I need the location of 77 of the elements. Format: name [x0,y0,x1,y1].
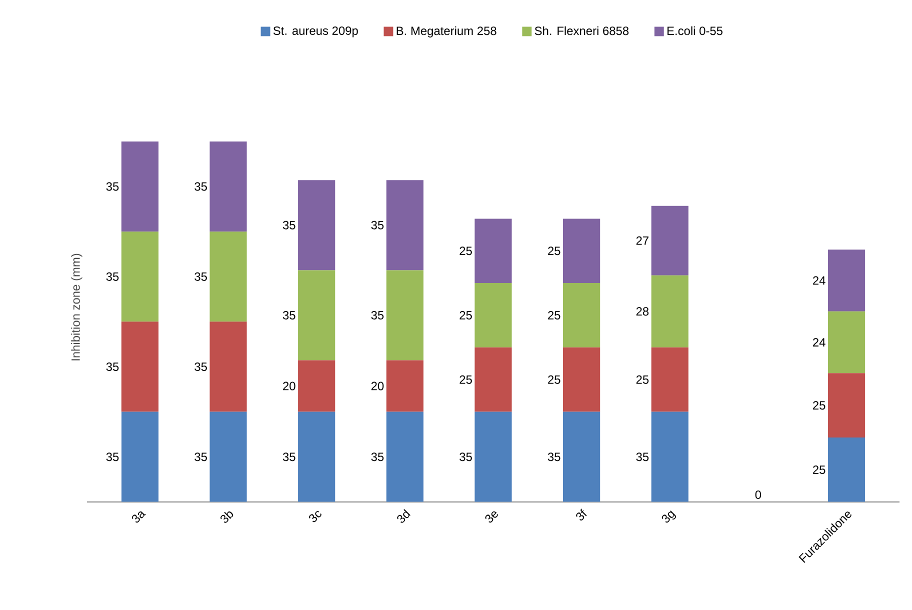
bar [298,360,336,412]
data-label: 25 [636,375,649,384]
data-label: 25 [548,311,560,320]
x-tick-label: 3b [220,511,234,523]
data-label: 35 [194,272,207,281]
bar [563,283,600,348]
data-label: 24 [813,276,826,285]
data-label: 35 [194,452,207,462]
bar [210,322,247,412]
y-axis-title: Inhibition zone (mm) [71,254,82,360]
data-label: 35 [106,452,119,462]
bar [474,283,512,348]
x-tick-label: 3e [485,511,498,523]
data-label: 35 [194,362,207,371]
legend-label: Sh. Flexneri 6858 [534,26,629,36]
bar [121,412,158,502]
bar [121,232,158,322]
data-label: 35 [106,272,119,281]
bar [563,218,600,284]
bar [651,275,688,348]
x-tick-label: 3d [397,509,410,523]
data-label: 35 [282,311,296,320]
bar [386,360,424,412]
data-label: 35 [282,452,296,462]
data-label: 28 [636,307,649,316]
data-label: 20 [283,382,296,390]
bar [474,412,512,502]
bar [828,250,866,312]
legend-label: B. Megaterium 258 [396,26,496,38]
bar [121,322,158,412]
data-label: 35 [106,362,119,371]
x-tick-label: 3g [662,510,676,523]
data-label: 25 [460,375,472,384]
bar [563,347,600,412]
data-label: 35 [636,452,649,462]
legend-label: St. aureus 209p [273,26,358,38]
bar [651,347,688,412]
data-label: 25 [460,311,472,320]
x-tick-label: 3f [576,508,587,520]
bar [474,347,512,412]
bar [210,412,247,502]
data-label: 24 [813,338,826,346]
bar [828,311,866,374]
data-label: 25 [548,246,560,256]
data-label: 0 [755,490,762,499]
legend-label: E.coli 0-55 [668,26,722,36]
bar [210,232,247,322]
data-label: 25 [813,401,826,410]
bar [563,412,600,502]
bar [298,412,336,502]
x-tick-label: 3a [132,511,146,523]
data-label: 25 [548,375,560,384]
bar [386,180,424,270]
bar [651,412,688,502]
bar [386,270,424,360]
data-label: 35 [106,182,119,191]
data-label: 35 [371,311,384,320]
bar [298,270,336,360]
bar [828,438,866,502]
data-label: 27 [636,236,648,245]
bar [298,180,336,270]
data-label: 35 [194,182,207,191]
bar [828,373,866,438]
data-label: 35 [371,452,384,462]
data-label: 35 [548,452,560,462]
data-label: 35 [460,452,472,462]
x-tick-label: 3c [309,511,322,522]
bar [651,206,688,276]
data-label: 35 [371,220,384,230]
bar [210,141,247,232]
data-label: 25 [813,465,826,474]
data-label: 25 [460,246,472,256]
data-label: 35 [282,220,296,230]
bar [474,218,512,284]
bar [121,141,158,232]
bar [386,412,424,502]
data-label: 20 [371,382,384,390]
